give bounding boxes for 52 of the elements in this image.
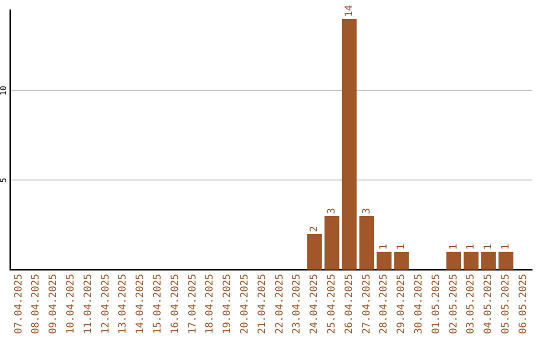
data-label: 1 [466,244,477,250]
data-label: 1 [448,244,460,250]
x-tick-label: 25.04.2025 [326,274,338,334]
bar [342,18,357,270]
x-tick-label: 26.04.2025 [344,274,355,334]
x-tick-label: 28.04.2025 [378,274,390,334]
x-tick-label: 07.04.2025 [13,274,24,334]
x-tick-label: 19.04.2025 [222,274,234,334]
bar [307,234,322,270]
data-label: 14 [344,4,355,17]
x-tick-label: 27.04.2025 [361,274,372,334]
x-tick-label: 23.04.2025 [292,274,303,334]
x-tick-label: 13.04.2025 [118,274,129,334]
x-tick-label: 08.04.2025 [30,274,42,334]
x-tick-label: 05.05.2025 [500,274,512,334]
x-tick-label: 09.04.2025 [48,274,60,334]
data-label: 3 [326,208,338,214]
x-tick-label: 22.04.2025 [274,274,286,334]
data-label: 1 [378,244,390,250]
bar [324,216,340,270]
y-tick-label: 10 [0,86,8,96]
bar [481,252,496,270]
bar [446,252,462,270]
x-tick-label: 30.04.2025 [413,274,424,334]
x-tick-label: 02.05.2025 [448,274,460,334]
x-tick-label: 10.04.2025 [65,274,76,334]
x-tick-label: 18.04.2025 [204,274,216,334]
data-label: 3 [361,208,372,214]
bar [394,252,409,270]
bar [359,216,374,270]
x-tick-label: 03.05.2025 [466,274,477,334]
data-label: 1 [500,244,512,250]
x-tick-label: 12.04.2025 [100,274,112,334]
y-tick-label: 5 [0,178,8,183]
bar [376,252,392,270]
data-label: 1 [396,244,408,250]
x-tick-label: 01.05.2025 [430,274,442,334]
x-tick-label: 17.04.2025 [187,274,198,334]
bar [498,252,514,270]
x-tick-label: 15.04.2025 [152,274,164,334]
bar [464,252,478,270]
x-tick-label: 29.04.2025 [396,274,408,334]
x-tick-label: 14.04.2025 [135,274,146,334]
x-tick-label: 11.04.2025 [82,274,94,334]
data-label: 2 [309,226,320,232]
x-tick-label: 24.04.2025 [309,274,320,334]
x-tick-label: 21.04.2025 [256,274,268,334]
data-label: 1 [483,244,494,250]
x-tick-label: 06.05.2025 [518,274,529,334]
x-tick-label: 04.05.2025 [483,274,494,334]
x-tick-label: 16.04.2025 [170,274,181,334]
x-tick-label: 20.04.2025 [239,274,250,334]
